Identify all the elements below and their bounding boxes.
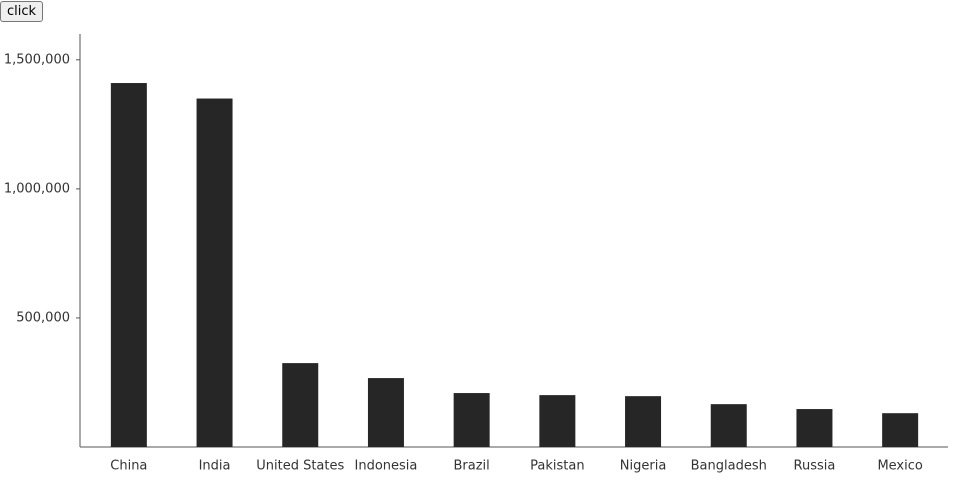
y-tick-label: 1,000,000 (4, 181, 70, 196)
bar (110, 83, 147, 447)
bar (453, 393, 490, 447)
bar (710, 404, 747, 447)
click-button[interactable]: click (0, 1, 44, 22)
x-tick-label: China (110, 459, 147, 474)
y-tick-label: 1,500,000 (4, 52, 70, 67)
x-tick-label: Bangladesh (691, 459, 767, 474)
x-tick-label: Russia (794, 459, 836, 474)
x-tick-label: Indonesia (355, 459, 418, 474)
bar (539, 395, 576, 447)
y-tick-label: 500,000 (16, 310, 70, 325)
x-tick-label: Mexico (877, 459, 922, 474)
bar (796, 409, 833, 447)
x-tick-label: India (199, 459, 231, 474)
x-tick-label: Brazil (454, 459, 490, 474)
x-tick-label: Pakistan (530, 459, 584, 474)
bar (882, 413, 919, 447)
x-tick-label: United States (256, 459, 344, 474)
x-tick-label: Nigeria (620, 459, 667, 474)
bar (196, 98, 233, 447)
bar (367, 378, 404, 447)
bar (282, 363, 319, 447)
bar (625, 396, 662, 447)
